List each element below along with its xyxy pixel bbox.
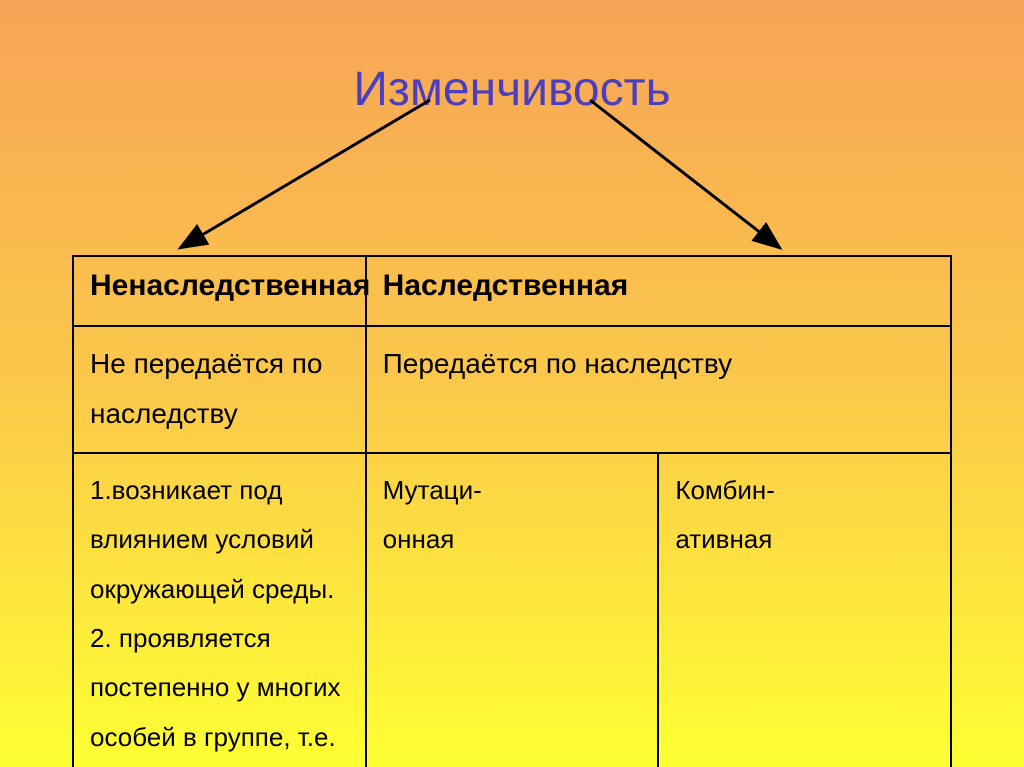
cell-non-hereditary-details: 1.возникает под влиянием условий окружаю… xyxy=(73,453,366,767)
table-row-details: 1.возникает под влиянием условий окружаю… xyxy=(73,453,951,767)
cell-combinative: Комбин- ативная xyxy=(658,453,951,767)
slide-title: Изменчивость xyxy=(0,62,1024,117)
cell-transmitted: Передаётся по наследству xyxy=(366,326,951,453)
detail-item-1: 1.возникает под влиянием условий окружаю… xyxy=(90,466,349,614)
cell-mutational: Мутаци- онная xyxy=(366,453,659,767)
table-row-transmission: Не передаётся по наследству Передаётся п… xyxy=(73,326,951,453)
table-header-row: Ненаследственная Наследственная xyxy=(73,256,951,326)
arrow-right xyxy=(590,100,780,248)
slide: Изменчивость Ненаследственная Наследстве… xyxy=(0,0,1024,767)
arrow-left xyxy=(180,100,430,248)
header-hereditary: Наследственная xyxy=(366,256,951,326)
variability-table: Ненаследственная Наследственная Не перед… xyxy=(72,255,952,767)
detail-item-2: 2. проявляется постепенно у многих особе… xyxy=(90,614,349,767)
cell-not-transmitted: Не передаётся по наследству xyxy=(73,326,366,453)
header-non-hereditary: Ненаследственная xyxy=(73,256,366,326)
